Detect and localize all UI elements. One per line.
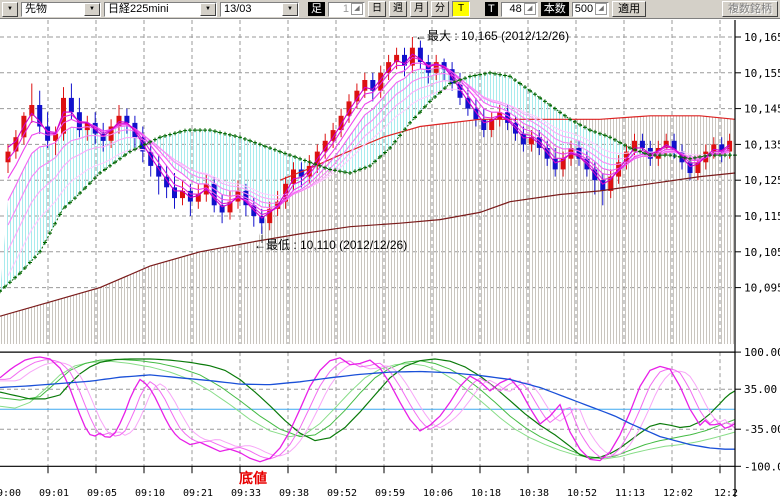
oscillator-panel: 100.00 35.00 -35.00 -100.0 [0, 346, 780, 473]
tick-count-label: T [485, 2, 498, 16]
apply-button[interactable]: 適用 [612, 1, 646, 17]
svg-text:09:33: 09:33 [231, 488, 261, 499]
svg-text:09:38: 09:38 [279, 488, 309, 499]
svg-text:11:13: 11:13 [615, 488, 645, 499]
svg-text:35.00: 35.00 [744, 383, 777, 396]
spinner-grip-icon[interactable]: ◢ [524, 3, 536, 15]
svg-text:12:2: 12:2 [714, 488, 738, 499]
svg-text:10,095: 10,095 [744, 282, 780, 295]
interval-input[interactable]: 1 ◢ [328, 2, 365, 17]
svg-text:09:59: 09:59 [375, 488, 405, 499]
svg-text:100.00: 100.00 [744, 346, 780, 359]
period-tick-button[interactable]: T [452, 1, 470, 17]
symbol-list-dropdown-button[interactable]: ▼ [2, 2, 18, 17]
category-select[interactable]: 先物 ▼ [21, 2, 101, 17]
min-price-annotation: ←最低 : 10,110 (2012/12/26) [254, 238, 407, 252]
period-week-button[interactable]: 週 [389, 1, 407, 17]
svg-text:09:01: 09:01 [39, 488, 69, 499]
svg-text:10,155: 10,155 [744, 67, 780, 80]
contract-month-select[interactable]: 13/03 ▼ [220, 2, 299, 17]
svg-text:10:06: 10:06 [423, 488, 453, 499]
chevron-down-icon[interactable]: ▼ [200, 3, 216, 16]
svg-text:10,135: 10,135 [744, 138, 780, 151]
svg-text:10,165: 10,165 [744, 31, 780, 44]
svg-text:10:38: 10:38 [519, 488, 549, 499]
tick-count-input[interactable]: 48 ◢ [501, 2, 538, 17]
svg-text:10:18: 10:18 [471, 488, 501, 499]
svg-text:10,145: 10,145 [744, 103, 780, 116]
bars-label: 本数 [541, 2, 569, 16]
chevron-down-icon[interactable]: ▼ [282, 3, 298, 16]
svg-text:09:05: 09:05 [87, 488, 117, 499]
svg-text:09:52: 09:52 [327, 488, 357, 499]
svg-text:10:52: 10:52 [567, 488, 597, 499]
contract-month-value: 13/03 [221, 3, 282, 16]
svg-text:10,115: 10,115 [744, 210, 780, 223]
spinner-grip-icon[interactable]: ◢ [595, 3, 607, 15]
bottom-value-label: 底値 [239, 470, 267, 486]
ashi-label: 足 [308, 2, 325, 16]
period-day-button[interactable]: 日 [368, 1, 386, 17]
svg-text:09:21: 09:21 [183, 488, 213, 499]
multi-symbol-button[interactable]: 複数銘柄 [722, 1, 778, 17]
chart-application-window: ▼ 先物 ▼ 日経225mini ▼ 13/03 ▼ 足 1 ◢ 日 週 月 分… [0, 0, 780, 501]
svg-text:10,105: 10,105 [744, 246, 780, 259]
symbol-value: 日経225mini [105, 3, 200, 16]
max-price-annotation: ←最大 : 10,165 (2012/12/26) [415, 29, 569, 43]
toolbar: ▼ 先物 ▼ 日経225mini ▼ 13/03 ▼ 足 1 ◢ 日 週 月 分… [0, 0, 780, 19]
period-minute-button[interactable]: 分 [431, 1, 449, 17]
bars-count-input[interactable]: 500 ◢ [572, 2, 609, 17]
spinner-grip-icon[interactable]: ◢ [351, 3, 363, 15]
chevron-down-icon[interactable]: ▼ [84, 3, 100, 16]
svg-text:10,125: 10,125 [744, 174, 780, 187]
svg-text:-35.00: -35.00 [744, 423, 780, 436]
category-value: 先物 [22, 3, 84, 16]
svg-text:-100.0: -100.0 [744, 460, 780, 473]
time-axis-labels: 09:00 09:01 09:05 09:10 09:21 09:33 09:38 09:52… [0, 488, 738, 499]
svg-text:09:10: 09:10 [135, 488, 165, 499]
period-month-button[interactable]: 月 [410, 1, 428, 17]
price-and-oscillator-chart[interactable]: 10,165 10,155 10,145 10,135 10,125 10,115 10,1… [0, 0, 780, 501]
svg-text:09:00: 09:00 [0, 488, 21, 499]
svg-text:12:02: 12:02 [663, 488, 693, 499]
symbol-select[interactable]: 日経225mini ▼ [104, 2, 217, 17]
